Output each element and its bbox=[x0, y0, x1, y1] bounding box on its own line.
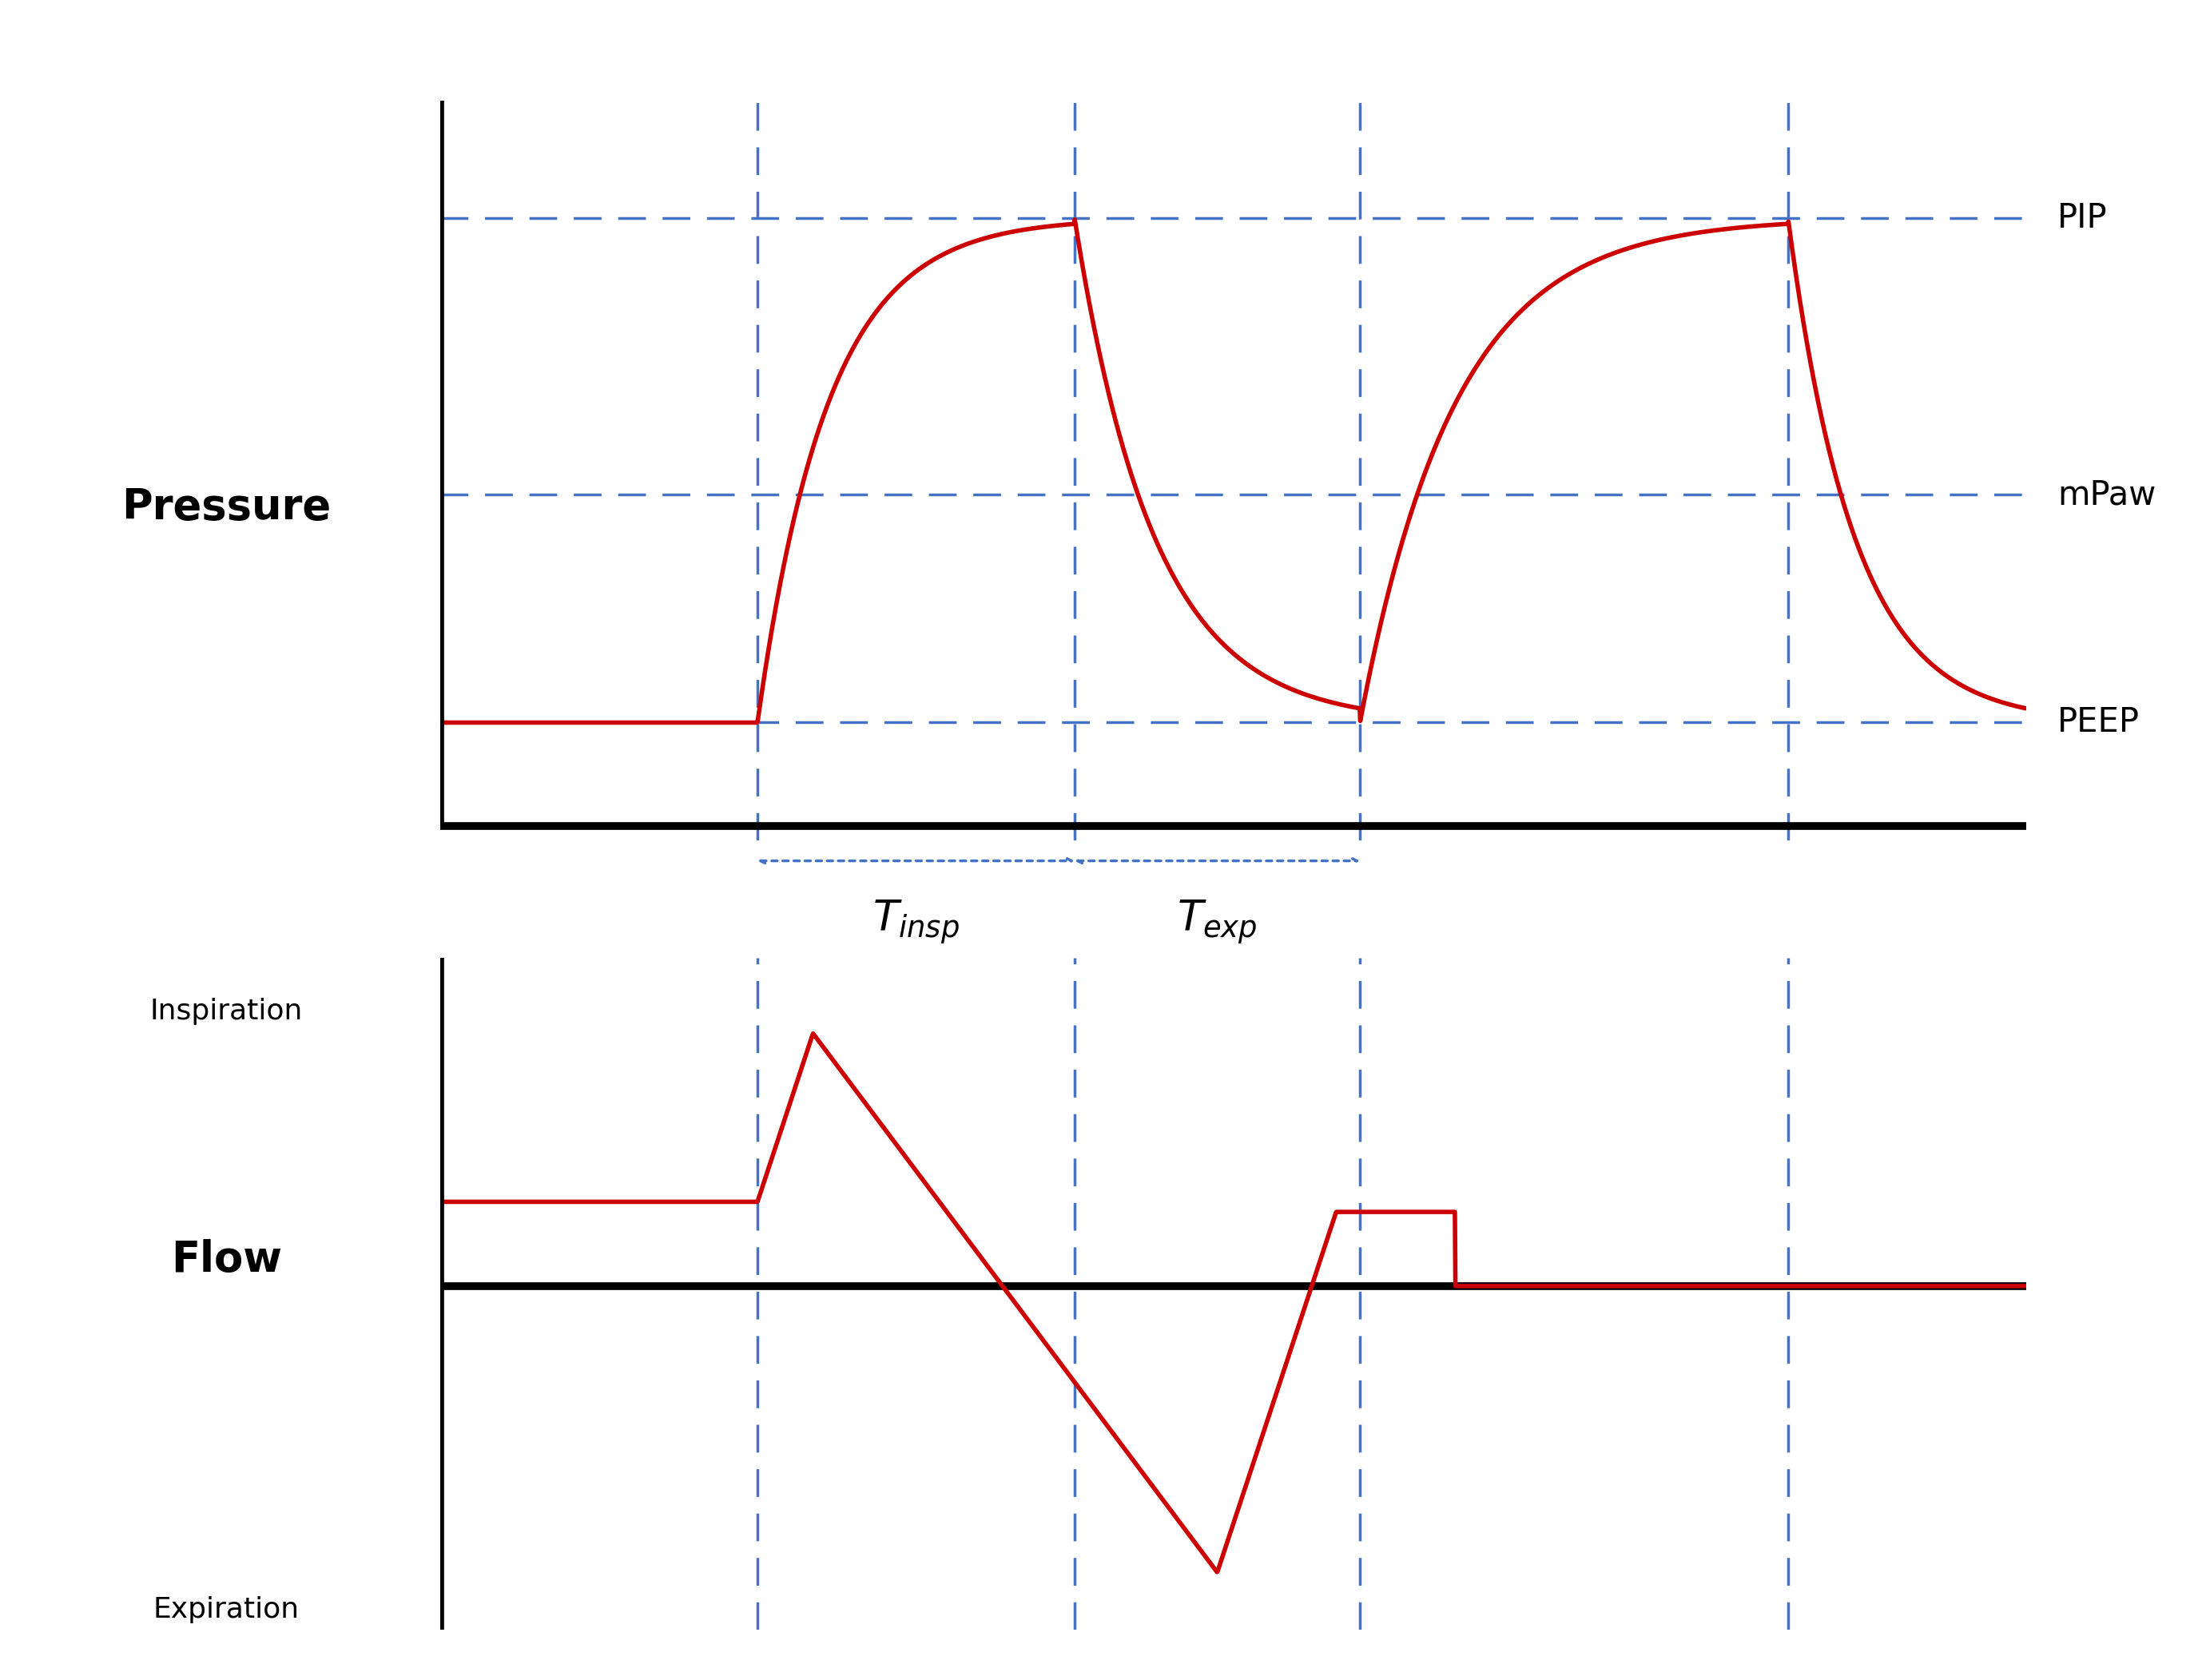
Text: Pressure: Pressure bbox=[121, 487, 330, 528]
Text: Flow: Flow bbox=[172, 1240, 282, 1280]
Text: mPaw: mPaw bbox=[2057, 477, 2156, 511]
Text: $T_{insp}$: $T_{insp}$ bbox=[872, 899, 960, 948]
Text: PEEP: PEEP bbox=[2057, 706, 2140, 739]
Text: PIP: PIP bbox=[2057, 202, 2107, 235]
Text: Inspiration: Inspiration bbox=[150, 998, 304, 1025]
Text: $T_{exp}$: $T_{exp}$ bbox=[1178, 899, 1257, 948]
Text: Expiration: Expiration bbox=[154, 1596, 299, 1623]
